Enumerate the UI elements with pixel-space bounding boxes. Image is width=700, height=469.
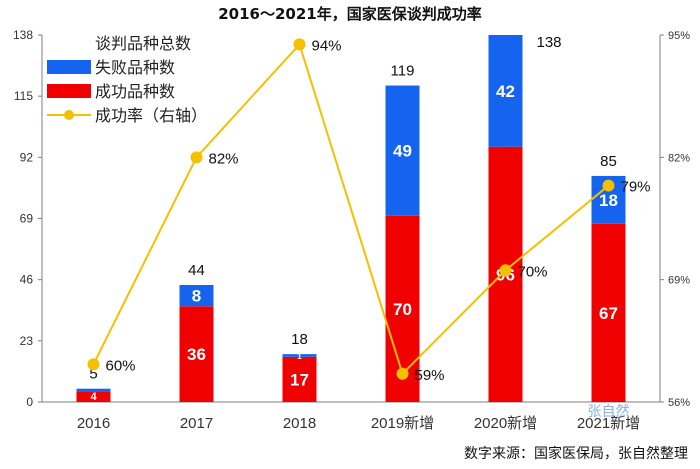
y-tick-label: 115 (14, 89, 33, 103)
y-tick-label: 69 (20, 212, 34, 226)
rate-line (92, 42, 610, 376)
rate-value-label: 59% (415, 367, 445, 384)
y2-tick-label: 56% (668, 397, 690, 409)
fail-value-label: 49 (393, 142, 412, 161)
success-bar (282, 356, 317, 402)
success-value-label: 4 (90, 391, 97, 403)
legend-label: 失败品种数 (95, 58, 175, 77)
fail-bar (179, 284, 214, 307)
success-value-label: 67 (599, 304, 618, 323)
fail-bar (282, 354, 317, 357)
x-tick-label: 2017 (180, 415, 213, 432)
rate-point (190, 151, 203, 164)
chart-title: 2016～2021年，国家医保谈判成功率 (218, 5, 482, 23)
y-tick-label: 23 (20, 334, 34, 348)
legend-label: 成功率（右轴） (95, 106, 207, 125)
fail-bar (488, 35, 523, 147)
success-value-label: 36 (187, 345, 206, 364)
legend-swatch-fail (47, 60, 91, 74)
success-value-label: 70 (393, 300, 412, 319)
fail-value-label: 18 (599, 191, 618, 210)
rate-value-label: 94% (312, 37, 342, 54)
rate-point (396, 367, 409, 380)
rate-point (293, 38, 306, 51)
source-note: 数字来源：国家医保局，张自然整理 (464, 446, 688, 462)
x-tick-label: 2020新增 (474, 415, 537, 432)
rate-value-label: 82% (209, 150, 239, 167)
watermark-text: 张自然 (588, 403, 630, 420)
fail-value-label: 42 (496, 82, 515, 101)
y2-tick-label: 95% (668, 30, 690, 42)
rate-value-label: 79% (621, 179, 651, 196)
rate-point (602, 179, 615, 192)
fail-value-label: 1 (297, 352, 302, 361)
total-value-label: 18 (291, 331, 308, 348)
y2-tick-label: 69% (668, 275, 690, 287)
total-value-label: 44 (188, 262, 205, 279)
success-bar (76, 391, 111, 402)
success-value-label: 17 (290, 370, 309, 389)
fail-bar (76, 388, 111, 392)
success-bar (179, 306, 214, 402)
y2-tick-label: 82% (668, 152, 690, 164)
total-value-label: 138 (537, 34, 562, 51)
rate-value-label: 60% (106, 357, 136, 374)
total-value-label: 5 (89, 366, 97, 383)
legend-label: 成功品种数 (95, 82, 175, 101)
x-tick-label: 2021新增 (577, 415, 640, 432)
y-tick-label: 92 (20, 150, 34, 164)
rate-value-label: 70% (518, 263, 548, 280)
y-tick-label: 46 (20, 273, 34, 287)
rate-point (499, 264, 512, 277)
total-value-label: 119 (391, 63, 415, 80)
x-tick-label: 2016 (77, 415, 110, 432)
x-tick-label: 2018 (283, 415, 316, 432)
fail-bar (385, 85, 420, 216)
rate-point (87, 358, 100, 371)
y-tick-label: 0 (26, 395, 33, 409)
y-tick-label: 138 (13, 28, 33, 42)
success-bar (591, 223, 626, 402)
legend-swatch-success (47, 84, 91, 98)
fail-value-label: 8 (192, 287, 201, 306)
total-value-label: 85 (600, 153, 617, 170)
legend-label: 谈判品种总数 (95, 34, 191, 53)
x-tick-label: 2019新增 (371, 415, 434, 432)
legend-swatch-rate-point (64, 110, 74, 120)
